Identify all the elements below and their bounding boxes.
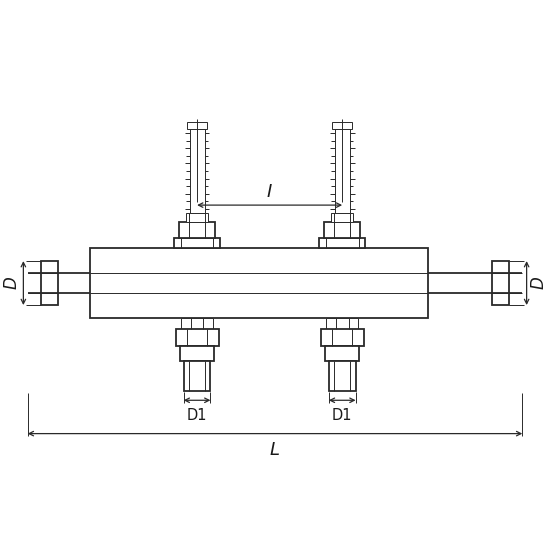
Text: L: L xyxy=(270,441,280,459)
Text: D1: D1 xyxy=(187,408,207,423)
Bar xyxy=(180,346,214,361)
Bar xyxy=(492,261,509,305)
Bar xyxy=(332,122,353,129)
Bar xyxy=(332,213,353,222)
Bar xyxy=(190,129,205,213)
Bar xyxy=(186,213,208,222)
Bar xyxy=(320,239,365,248)
Text: D1: D1 xyxy=(332,408,353,423)
Bar xyxy=(324,222,360,239)
Bar xyxy=(326,318,359,329)
Text: D: D xyxy=(530,277,547,289)
Bar xyxy=(179,222,215,239)
Bar xyxy=(174,239,220,248)
Bar xyxy=(325,346,359,361)
Bar xyxy=(41,261,58,305)
Text: I: I xyxy=(267,183,272,201)
Bar xyxy=(184,361,211,390)
Bar xyxy=(175,329,218,346)
Bar xyxy=(335,129,350,213)
Bar xyxy=(329,361,356,390)
Bar xyxy=(187,122,207,129)
Bar xyxy=(90,248,428,318)
Text: D: D xyxy=(3,277,20,289)
Bar xyxy=(181,318,213,329)
Bar xyxy=(321,329,364,346)
